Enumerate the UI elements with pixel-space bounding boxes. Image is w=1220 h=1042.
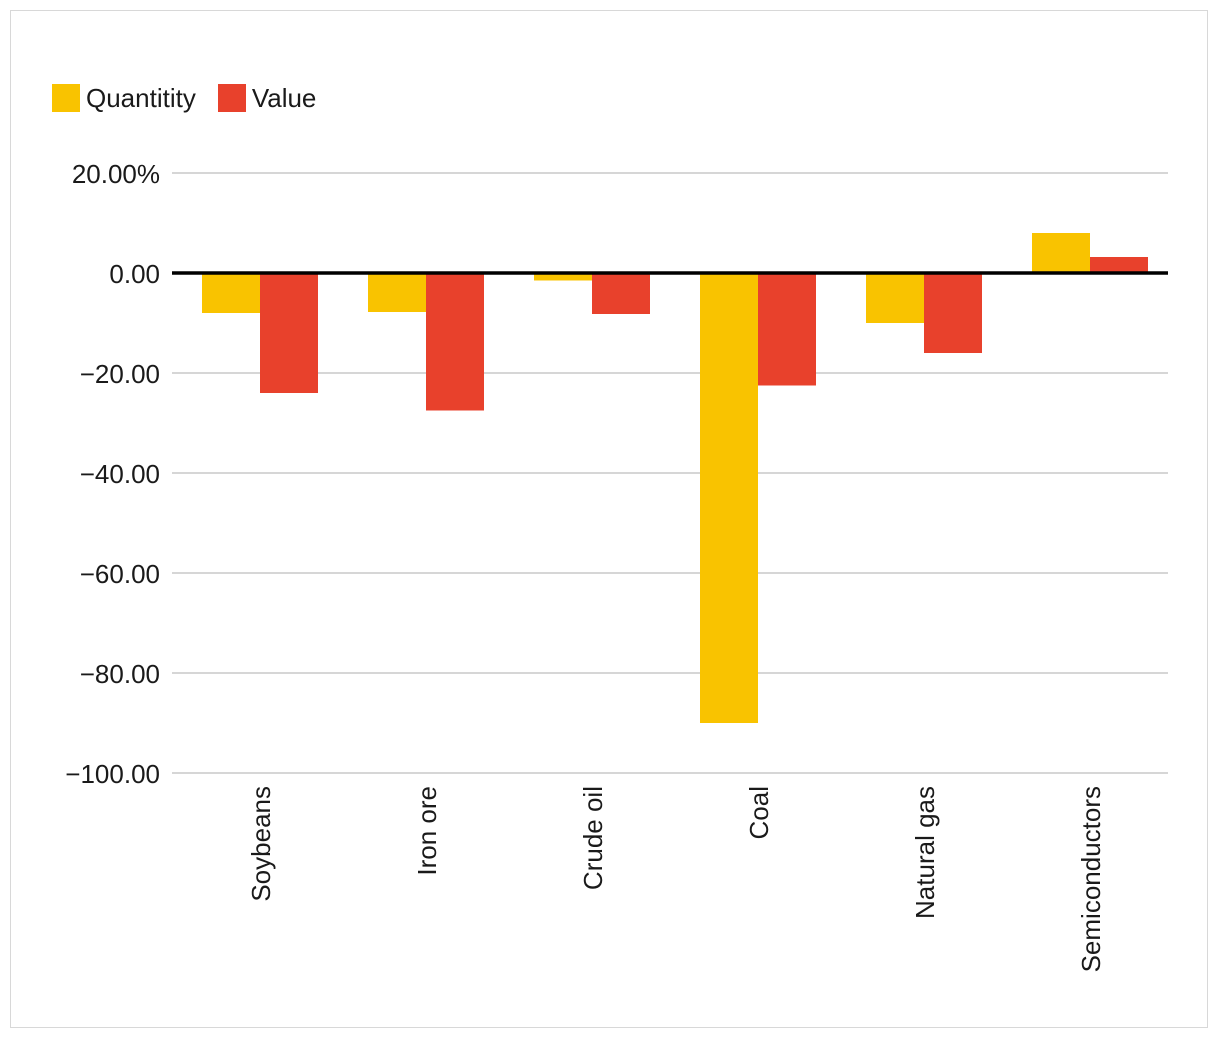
y-tick-label: 0.00 (109, 259, 160, 289)
bar-quantity (866, 273, 924, 323)
bar-value (924, 273, 982, 353)
y-tick-label: −20.00 (80, 359, 160, 389)
y-tick-label: −60.00 (80, 559, 160, 589)
bar-value (592, 273, 650, 314)
legend-swatch-quantity (52, 84, 80, 112)
x-tick-label: Coal (744, 786, 774, 839)
bar-quantity (368, 273, 426, 312)
bar-value (426, 273, 484, 411)
bar-value (260, 273, 318, 393)
bar-quantity (534, 273, 592, 281)
legend-item-value: Value (217, 83, 317, 113)
legend: Quantitity Value (52, 84, 338, 112)
x-tick-label: Soybeans (246, 786, 276, 902)
legend-swatch-value (217, 84, 246, 112)
legend-label-quantity: Quantitity (86, 83, 196, 113)
legend-item-quantity: Quantitity (52, 84, 196, 112)
bar-quantity (202, 273, 260, 313)
y-tick-label: −40.00 (80, 459, 160, 489)
y-tick-label: 20.00% (72, 159, 160, 189)
bar-value (758, 273, 816, 386)
y-tick-label: −80.00 (80, 659, 160, 689)
x-tick-label: Natural gas (910, 786, 940, 919)
x-tick-label: Semiconductors (1076, 786, 1106, 972)
y-tick-label: −100.00 (65, 759, 160, 789)
bar-value (1090, 257, 1148, 273)
legend-label-value: Value (251, 83, 317, 113)
chart-frame (10, 10, 1208, 1028)
x-tick-label: Crude oil (578, 786, 608, 890)
bar-quantity (700, 273, 758, 723)
bar-quantity (1032, 233, 1090, 273)
x-tick-label: Iron ore (412, 786, 442, 876)
